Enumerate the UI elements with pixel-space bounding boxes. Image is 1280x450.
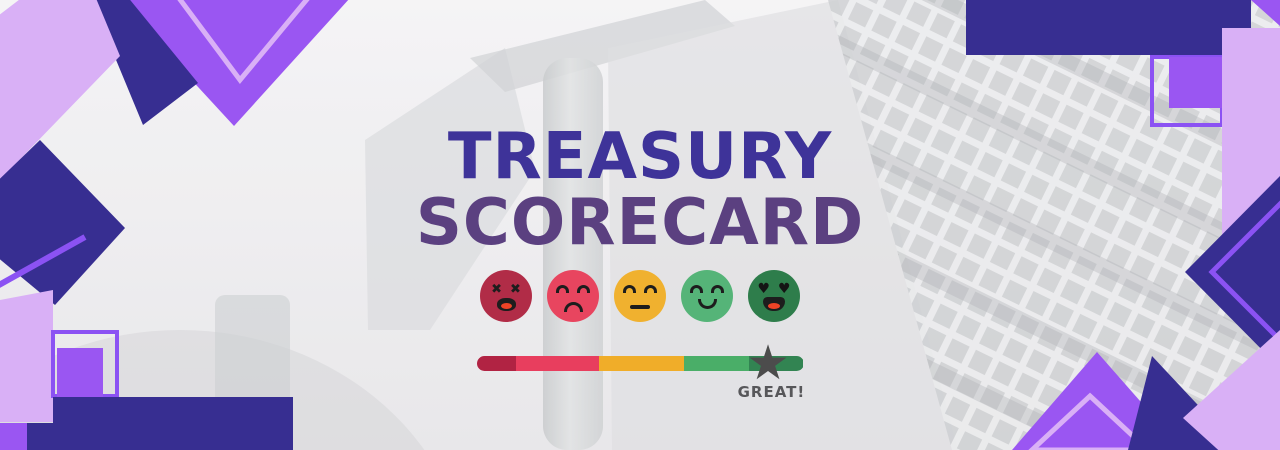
rating-bar[interactable] xyxy=(476,356,804,371)
arc-eye-shape xyxy=(690,285,703,293)
deco-diamond xyxy=(1185,176,1280,368)
x-eyes: ✖ ✖ xyxy=(480,281,532,297)
decorative-shapes-top-right xyxy=(966,0,1280,368)
decorative-shapes-top-left xyxy=(0,0,349,450)
banner-title-line1: TREASURY xyxy=(447,120,833,194)
deco-triangle xyxy=(117,0,349,126)
deco-triangle-outline xyxy=(177,0,310,85)
laugh-mouth-shape xyxy=(763,297,785,311)
deco-square xyxy=(57,348,103,397)
deco-corner-triangle xyxy=(1251,0,1280,26)
photo-roofline xyxy=(470,0,735,92)
deco-block xyxy=(27,423,53,450)
deco-stripe xyxy=(0,234,87,288)
neutral-face-icon[interactable] xyxy=(614,270,666,322)
arc-eyes xyxy=(614,283,666,295)
heart-eyes-face-icon[interactable]: ♥ ♥ xyxy=(748,270,800,322)
smile-mouth-shape xyxy=(697,299,717,309)
rating-slider: ★ GREAT! xyxy=(476,339,804,401)
deco-diamond xyxy=(0,0,120,180)
dead-face-icon[interactable]: ✖ ✖ xyxy=(480,270,532,322)
star-marker-icon[interactable]: ★ xyxy=(746,335,790,391)
heart-eye-icon: ♥ xyxy=(778,281,791,297)
deco-bar xyxy=(966,0,1251,55)
arc-eye-shape xyxy=(644,285,657,293)
deco-block xyxy=(0,423,27,450)
arc-eye-shape xyxy=(577,285,590,293)
deco-diamond xyxy=(1183,330,1280,450)
deco-bar xyxy=(53,397,293,450)
deco-square xyxy=(1169,57,1222,108)
decorative-shapes-bottom-right xyxy=(1012,330,1280,450)
frown-mouth-shape xyxy=(563,302,583,312)
tongue-shape xyxy=(768,303,780,309)
bar-segment-okay xyxy=(599,356,685,371)
x-eye-icon: ✖ xyxy=(491,281,502,297)
arc-eye-shape xyxy=(711,285,724,293)
bar-segment-good xyxy=(684,356,749,371)
bar-segment-terrible xyxy=(476,356,517,371)
banner-title-line2: SCORECARD xyxy=(415,186,865,260)
deco-chevron-outline xyxy=(1028,392,1152,450)
arc-eyes xyxy=(547,283,599,295)
sad-face-icon[interactable] xyxy=(547,270,599,322)
tongue-shape xyxy=(500,303,512,309)
photo-lattice-bands xyxy=(828,0,1280,450)
flat-mouth-shape xyxy=(630,305,650,309)
arc-eye-shape xyxy=(556,285,569,293)
deco-wedge xyxy=(0,290,53,422)
photo-canopy xyxy=(365,48,535,330)
rating-face-row: ✖ ✖ xyxy=(0,270,1280,322)
heart-eyes: ♥ ♥ xyxy=(748,281,800,297)
deco-diamond-outline xyxy=(1208,200,1280,344)
photo-column xyxy=(543,58,603,450)
x-eye-icon: ✖ xyxy=(510,281,521,297)
arc-eyes xyxy=(681,283,733,295)
bar-segment-great xyxy=(748,356,804,371)
heart-eye-icon: ♥ xyxy=(757,281,770,297)
happy-face-icon[interactable] xyxy=(681,270,733,322)
photo-wall xyxy=(608,0,958,450)
bar-segment-bad xyxy=(516,356,600,371)
arc-eye-shape xyxy=(623,285,636,293)
banner-content: TREASURY SCORECARD ✖ ✖ xyxy=(0,120,1280,401)
rating-label: GREAT! xyxy=(737,383,806,401)
open-mouth-shape xyxy=(496,298,516,311)
